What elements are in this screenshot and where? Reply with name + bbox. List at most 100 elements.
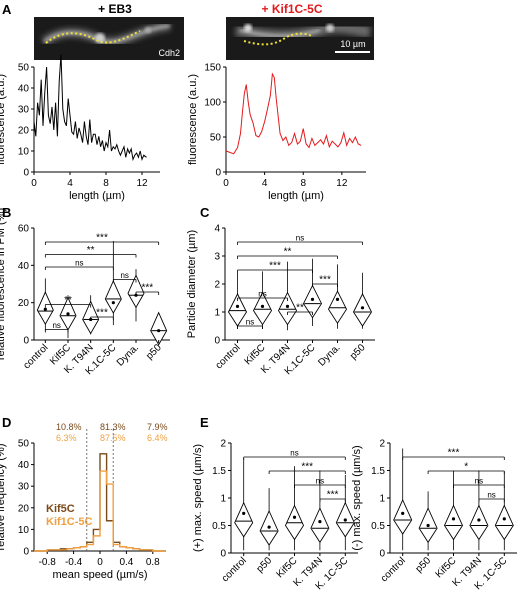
- chart-b: 0 20 40 60 relative fluorescence in PM (%) co…: [0, 208, 170, 377]
- C-sig-label: ns: [258, 290, 266, 299]
- B-sig-label: ns: [75, 259, 83, 268]
- panel-letter-d: D: [2, 415, 11, 430]
- E-minus-mean-dot: [401, 511, 405, 515]
- C-sig-label: ns: [246, 318, 254, 327]
- E-minus-sig-label: *: [464, 462, 468, 473]
- A-left-xtick-label: 0: [31, 178, 37, 189]
- C-sig-label: ***: [319, 275, 331, 286]
- A-left-ylabel: fluorescence (a.u.): [0, 74, 7, 165]
- panel-letter-c: C: [200, 205, 210, 220]
- E-plus-mean-dot: [318, 520, 322, 524]
- chart-d: 0 10 20 30 40 50 relative frequency (%) -0.8 -0.…: [0, 429, 166, 581]
- E-plus-ytick-label: 1: [220, 494, 226, 505]
- A-right-xtick-label: 8: [300, 178, 306, 189]
- E-minus-ytick-label: 0: [379, 549, 385, 560]
- E-plus-mean-dot: [267, 525, 271, 529]
- E-minus-mean-dot: [477, 518, 481, 522]
- C-ytick-label: 4: [214, 224, 220, 235]
- B-violin: [127, 274, 145, 309]
- C-violin: [352, 292, 373, 327]
- E-plus-mean-dot: [343, 518, 347, 522]
- C-ylabel: Particle diameter (µm): [186, 230, 198, 338]
- E-minus-category-label: p50: [414, 555, 434, 575]
- E-plus-sig-label: ns: [290, 449, 298, 458]
- E-minus-sig-label: ns: [487, 491, 495, 500]
- B-category-label: p50: [144, 342, 164, 362]
- B-sig-label: ***: [96, 233, 108, 244]
- A-right-xtick-label: 0: [223, 178, 229, 189]
- D-ytick-label: 50: [18, 439, 30, 450]
- E-plus-ytick-label: 0: [220, 549, 226, 560]
- pct-kif1c5c-neg: 6.3%: [56, 433, 77, 443]
- A-left-ytick-label: 20: [18, 126, 30, 137]
- E-plus-category-label: p50: [255, 555, 275, 575]
- B-sig-label: ns: [52, 321, 60, 330]
- B-ylabel: relative fluorescence in PM (%): [0, 208, 7, 360]
- E-minus-sig-label: ns: [475, 477, 483, 486]
- pct-kif1c5c-mid: 87.5%: [100, 433, 126, 443]
- E-minus-ylabel: (-) max. speed (µm/s): [351, 445, 363, 550]
- A-left-ytick-label: 10: [18, 147, 30, 158]
- micrograph-eb3: Cdh2: [34, 17, 184, 60]
- E-minus-ytick-label: 1: [379, 494, 385, 505]
- A-right-ytick-label: 100: [204, 98, 221, 109]
- E-minus-ytick-label: 1.5: [371, 466, 385, 477]
- B-ytick-label: 60: [18, 224, 30, 235]
- C-sig-label: **: [296, 303, 304, 314]
- C-ytick-label: 3: [214, 252, 220, 263]
- E-minus-violin: [494, 504, 514, 541]
- C-ytick-label: 1: [214, 308, 220, 319]
- chart-a-right: 0 50 100 150 fluorescence (a.u.) 0 4 8 12 length …: [187, 63, 366, 202]
- panel-a-left-title: + EB3: [98, 2, 132, 16]
- E-plus-ytick-label: 1.5: [212, 466, 226, 477]
- D-ylabel: relative frequency (%): [0, 444, 7, 551]
- C-sig-label: **: [284, 247, 292, 258]
- D-series-kif1c-5c: [34, 470, 166, 552]
- A-left-ytick-label: 50: [18, 63, 30, 74]
- B-sig-label: **: [64, 295, 72, 306]
- C-mean-dot: [235, 304, 240, 308]
- C-violin: [277, 291, 298, 326]
- pct-kif5c-mid: 81.3%: [100, 422, 126, 432]
- C-category-label: p50: [348, 342, 368, 362]
- B-category-label: control: [21, 342, 50, 371]
- micrograph-kif1c5c: 10 µm: [226, 17, 374, 60]
- histogram-percentages: 10.8% 81.3% 7.9% 6.3% 87.5% 6.4%: [56, 422, 168, 443]
- pct-kif5c-pos: 7.9%: [147, 422, 168, 432]
- A-right-ylabel: fluorescence (a.u.): [187, 74, 199, 165]
- E-plus-mean-dot: [292, 515, 297, 519]
- E-minus-mean-dot: [426, 523, 430, 528]
- C-mean-dot: [310, 297, 315, 301]
- D-xlabel: mean speed (µm/s): [53, 569, 148, 581]
- E-plus-sig-label: ns: [316, 477, 324, 486]
- C-violin: [327, 290, 348, 325]
- A-right-xlabel: length (µm): [268, 190, 324, 202]
- D-xtick-label: 0.4: [119, 557, 133, 568]
- E-plus-ytick-label: 2: [220, 439, 226, 450]
- A-right-ytick-label: 150: [204, 63, 221, 74]
- C-mean-dot: [285, 304, 290, 308]
- chart-e-minus: 0 0.5 1 1.5 2 (-) max. speed (µm/s) control p50…: [351, 439, 517, 592]
- B-ytick-label: 20: [18, 298, 30, 309]
- E-plus-mean-dot: [242, 511, 246, 515]
- E-minus-sig-label: ***: [448, 448, 460, 459]
- E-minus-category-label: control: [379, 555, 408, 584]
- C-mean-dot: [360, 306, 365, 310]
- B-mean-dot: [111, 301, 115, 305]
- B-mean-dot: [66, 312, 70, 316]
- B-category-label: Dyna.: [115, 342, 141, 368]
- B-mean-dot: [43, 307, 47, 311]
- E-plus-ytick-label: 0.5: [212, 521, 226, 532]
- E-plus-sig-label: ***: [301, 462, 313, 473]
- E-minus-mean-dot: [502, 517, 506, 521]
- trace-line-eb3: [45, 30, 141, 44]
- C-mean-dot: [260, 304, 265, 308]
- B-ytick-label: 0: [23, 336, 29, 347]
- B-mean-dot: [157, 329, 161, 333]
- E-minus-violin: [469, 504, 489, 541]
- chart-e-plus: 0 0.5 1 1.5 2 (+) max. speed (µm/s) control p50…: [192, 439, 358, 592]
- E-minus-ytick-label: 2: [379, 439, 385, 450]
- C-violin: [252, 291, 273, 326]
- E-minus-violin: [393, 498, 413, 535]
